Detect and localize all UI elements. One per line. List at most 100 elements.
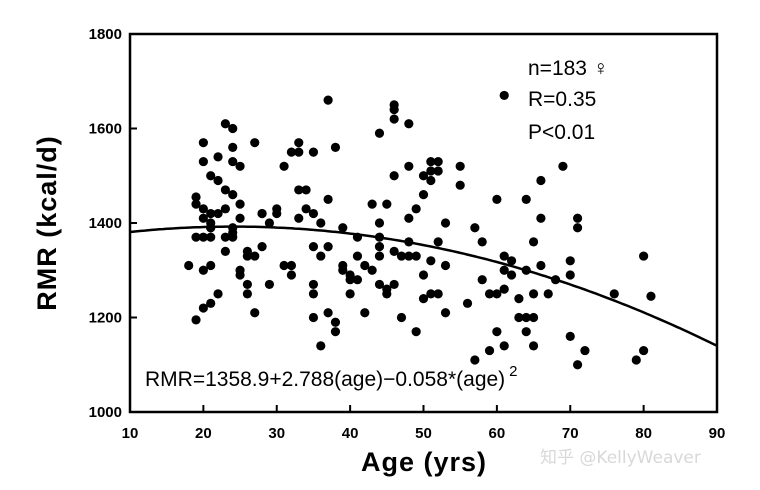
data-point	[345, 289, 355, 299]
data-point	[514, 294, 524, 304]
data-point	[323, 242, 333, 252]
data-point	[294, 185, 304, 195]
data-point	[433, 289, 443, 299]
annotation-p: P<0.01	[528, 121, 595, 144]
data-point	[220, 204, 230, 214]
data-point	[250, 251, 260, 261]
data-point	[389, 105, 399, 115]
data-point	[639, 251, 649, 261]
data-point	[308, 242, 319, 252]
data-point	[433, 156, 443, 167]
data-point	[506, 270, 517, 280]
data-point	[308, 289, 319, 299]
data-point	[294, 213, 304, 223]
data-point	[272, 204, 282, 214]
data-point	[396, 251, 407, 261]
data-point	[279, 161, 289, 171]
data-point	[404, 251, 414, 261]
data-point	[235, 199, 245, 209]
data-point	[580, 345, 590, 356]
x-tick-label: 30	[268, 425, 285, 442]
data-point	[352, 251, 363, 261]
data-point	[374, 242, 385, 252]
data-point	[198, 138, 208, 148]
data-point	[360, 260, 370, 271]
data-point	[565, 331, 575, 341]
data-point	[330, 327, 341, 337]
data-point	[382, 289, 392, 299]
data-point	[345, 275, 355, 285]
data-point	[374, 218, 385, 228]
data-point	[257, 208, 267, 219]
data-point	[499, 90, 509, 101]
y-tick-label: 1800	[89, 26, 122, 43]
y-tick-label: 1400	[89, 215, 122, 232]
data-point	[499, 284, 509, 294]
data-point	[308, 208, 319, 219]
data-point	[418, 190, 429, 200]
data-point	[470, 355, 480, 365]
watermark: 知乎 @KellyWeaver	[540, 448, 701, 468]
data-point	[440, 218, 451, 228]
data-point	[631, 355, 641, 365]
data-point	[536, 175, 546, 186]
data-point	[206, 298, 216, 308]
data-point	[499, 265, 509, 275]
data-point	[264, 279, 275, 290]
data-point	[440, 308, 451, 318]
data-point	[213, 289, 223, 299]
x-tick-label: 90	[709, 425, 726, 442]
data-point	[198, 232, 208, 242]
fit-equation-superscript: 2	[509, 363, 517, 380]
data-point	[506, 256, 517, 266]
data-point	[433, 237, 443, 247]
x-tick-label: 70	[562, 425, 579, 442]
data-point	[558, 161, 568, 171]
data-point	[528, 289, 539, 299]
y-tick-label: 1200	[89, 310, 122, 327]
fit-curve	[129, 225, 718, 347]
data-point	[389, 279, 399, 290]
x-tick-label: 20	[195, 425, 212, 442]
data-point	[536, 213, 546, 223]
data-point	[440, 260, 451, 271]
data-point	[404, 161, 414, 171]
x-tick-label: 60	[489, 425, 506, 442]
data-point	[286, 147, 297, 157]
data-point	[646, 291, 656, 301]
data-point	[484, 289, 495, 299]
data-point	[411, 327, 421, 337]
fit-equation: RMR=1358.9+2.788(age)−0.058*(age) 2	[145, 363, 518, 391]
data-point	[235, 213, 245, 223]
data-point	[433, 166, 443, 176]
data-point	[521, 312, 531, 323]
data-point	[191, 232, 201, 242]
data-point	[492, 327, 502, 337]
data-point	[264, 218, 275, 228]
data-point	[301, 204, 311, 214]
data-point	[235, 265, 245, 275]
data-point	[514, 312, 524, 323]
data-point	[565, 270, 575, 280]
data-point	[228, 156, 238, 167]
data-point	[565, 256, 575, 266]
data-point	[426, 156, 436, 167]
data-point	[213, 152, 223, 162]
data-point	[543, 289, 553, 299]
y-tick-label: 1000	[89, 404, 122, 421]
data-point	[352, 275, 363, 285]
data-point	[609, 289, 619, 299]
data-point	[206, 260, 216, 271]
data-point	[572, 360, 583, 370]
data-point	[404, 213, 414, 223]
data-point	[477, 237, 487, 247]
data-point	[220, 232, 230, 242]
data-point	[228, 123, 238, 134]
x-axis-ticks: 10 20 30 40 50 60 70 80 90	[122, 405, 726, 442]
data-point	[639, 345, 649, 356]
data-point	[389, 246, 399, 256]
data-point	[374, 279, 385, 290]
data-point	[536, 260, 546, 271]
data-point	[308, 312, 319, 323]
data-point	[389, 114, 399, 124]
